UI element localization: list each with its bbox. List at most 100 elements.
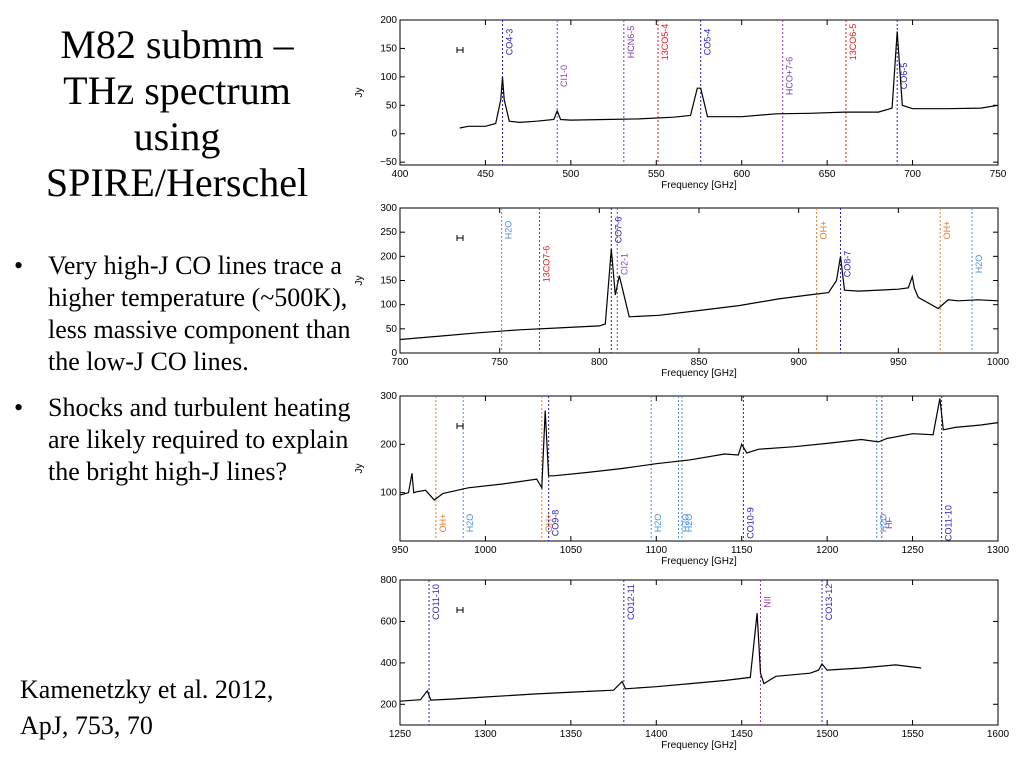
- y-tick-label: 250: [380, 227, 397, 238]
- x-tick-label: 1250: [901, 545, 924, 556]
- citation: Kamenetzky et al. 2012, ApJ, 753, 70: [20, 672, 370, 744]
- y-tick-label: 100: [380, 300, 397, 311]
- spectrum-trace: [399, 613, 922, 702]
- x-axis-label: Frequency [GHz]: [661, 368, 737, 379]
- x-tick-label: 1600: [987, 729, 1010, 740]
- x-tick-label: 650: [819, 169, 836, 180]
- y-tick-label: 200: [380, 699, 397, 710]
- y-tick-label: 150: [380, 276, 397, 287]
- line-label: OH+: [438, 514, 448, 533]
- x-tick-label: 1150: [731, 545, 753, 556]
- line-label: HCN6-5: [626, 26, 636, 59]
- spectrum-panel: 950 1000 1050 1100 1150 1200 1250 1300 100 200 300…: [354, 391, 1010, 567]
- y-tick-label: −50: [380, 157, 397, 168]
- spectrum-trace: [399, 249, 999, 341]
- x-tick-label: 1550: [901, 729, 924, 740]
- line-label: CI1-0: [559, 65, 569, 87]
- x-tick-label: 700: [392, 357, 409, 368]
- x-tick-label: 1250: [389, 729, 412, 740]
- y-axis-label: Jy: [354, 464, 365, 474]
- spectrum-panel: 700 750 800 850 900 950 1000 0 50 100 150 200 250 300…: [354, 203, 1010, 379]
- line-label: OH+: [942, 221, 952, 240]
- title-line: SPIRE/Herschel: [45, 160, 309, 205]
- line-label: 13CO5-4: [660, 24, 670, 61]
- line-label: CI2-1: [619, 253, 629, 275]
- x-tick-label: 950: [392, 545, 409, 556]
- x-tick-label: 800: [591, 357, 608, 368]
- x-axis-label: Frequency [GHz]: [661, 740, 737, 751]
- line-label: CO12-11: [626, 584, 636, 620]
- line-label: H2O: [684, 514, 694, 533]
- citation-line: Kamenetzky et al. 2012,: [20, 675, 274, 704]
- x-tick-label: 700: [904, 169, 921, 180]
- title-line: using: [133, 114, 221, 159]
- spectrum-trace: [399, 398, 999, 501]
- line-label: CO10-9: [745, 507, 755, 539]
- y-tick-label: 0: [391, 129, 397, 140]
- y-tick-label: 100: [380, 488, 397, 499]
- line-label: 13CO7-6: [542, 246, 552, 283]
- y-tick-label: 50: [386, 100, 398, 111]
- x-tick-label: 1000: [987, 357, 1010, 368]
- y-tick-label: 300: [380, 203, 397, 214]
- x-tick-label: 450: [477, 169, 494, 180]
- y-tick-label: 200: [380, 251, 397, 262]
- spectrum-trace: [459, 31, 999, 129]
- line-label: H2O: [680, 514, 690, 533]
- x-tick-label: 1200: [816, 545, 839, 556]
- y-tick-label: 300: [380, 391, 397, 402]
- y-tick-label: 100: [380, 72, 397, 83]
- line-label: CO11-10: [944, 505, 954, 541]
- spectrum-panel: 1250 1300 1350 1400 1450 1500 1550 1600 200 400 60…: [380, 575, 1009, 751]
- line-label: CO6-5: [899, 63, 909, 90]
- line-label: H2O: [974, 255, 984, 274]
- y-tick-label: 150: [380, 43, 397, 54]
- x-axis-label: Frequency [GHz]: [661, 556, 737, 567]
- x-tick-label: 1000: [474, 545, 497, 556]
- line-label: CO7-6: [613, 217, 623, 244]
- x-tick-label: 1450: [731, 729, 754, 740]
- title-line: M82 submm –: [60, 22, 294, 67]
- line-label: CO9-8: [551, 510, 561, 537]
- bullet-list: Very high-J CO lines trace a higher temp…: [10, 250, 380, 502]
- bullet-item: Shocks and turbulent heating are likely …: [10, 392, 380, 488]
- y-tick-label: 50: [386, 324, 398, 335]
- line-label: H2O: [653, 514, 663, 533]
- plot-frame: [399, 579, 999, 726]
- x-tick-label: 600: [733, 169, 750, 180]
- y-tick-label: 200: [380, 439, 397, 450]
- x-tick-label: 1500: [816, 729, 839, 740]
- citation-line: ApJ, 753, 70: [20, 711, 153, 740]
- y-axis-label: Jy: [354, 276, 365, 286]
- x-tick-label: 500: [563, 169, 580, 180]
- line-label: CO4-3: [505, 29, 515, 56]
- y-tick-label: 0: [391, 348, 397, 359]
- line-label: CO5-4: [703, 29, 713, 56]
- line-label: HF: [884, 517, 894, 529]
- y-tick-label: 200: [380, 15, 397, 26]
- line-label: OH+: [544, 514, 554, 533]
- line-label: CO8-7: [843, 251, 853, 278]
- y-tick-label: 600: [380, 616, 397, 627]
- x-tick-label: 550: [648, 169, 665, 180]
- y-tick-label: 800: [380, 575, 397, 586]
- y-axis-label: Jy: [354, 88, 365, 98]
- x-tick-label: 900: [790, 357, 807, 368]
- x-tick-label: 750: [491, 357, 508, 368]
- x-tick-label: 400: [392, 169, 409, 180]
- line-label: HCO+7-6: [785, 57, 795, 95]
- line-label: H2O: [879, 514, 889, 533]
- plot-frame: [399, 395, 999, 542]
- spectrum-panel: 400 450 500 550 600 650 700 750 −50 0 50 100 150 200 F…: [354, 15, 1007, 191]
- line-label: H2O: [465, 514, 475, 533]
- x-tick-label: 950: [890, 357, 907, 368]
- x-axis-label: Frequency [GHz]: [661, 180, 737, 191]
- x-tick-label: 850: [691, 357, 708, 368]
- x-tick-label: 1300: [987, 545, 1010, 556]
- line-label: OH+: [819, 221, 829, 240]
- x-tick-label: 750: [990, 169, 1007, 180]
- line-label: NII: [763, 596, 773, 608]
- line-label: 13CO6-5: [848, 24, 858, 61]
- x-tick-label: 1400: [645, 729, 668, 740]
- line-label: CO13-12: [824, 584, 834, 621]
